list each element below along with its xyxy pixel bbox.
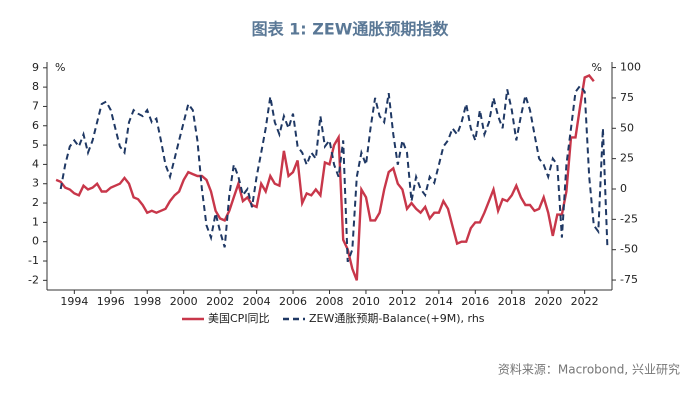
x-tick-label: 2016 <box>461 295 489 308</box>
y2-tick-label: -25 <box>620 212 638 225</box>
x-tick-label: 2018 <box>498 295 526 308</box>
y-unit: % <box>55 61 65 74</box>
y2-unit: % <box>592 61 602 74</box>
y2-tick-label: 100 <box>620 61 641 74</box>
chart-title: 图表 1: ZEW通胀预期指数 <box>252 20 450 39</box>
x-tick-label: 2022 <box>571 295 599 308</box>
x-tick-label: 2008 <box>316 295 344 308</box>
y-tick-label: -2 <box>28 273 39 286</box>
source: 资料来源：Macrobond, 兴业研究 <box>498 362 680 377</box>
y2-tick-label: -50 <box>620 243 638 256</box>
x-tick-label: 2000 <box>170 295 198 308</box>
y-tick-label: -1 <box>28 254 39 267</box>
y-tick-label: 5 <box>32 138 39 151</box>
x-tick-label: 2020 <box>534 295 562 308</box>
x-tick-label: 2010 <box>352 295 380 308</box>
x-tick-label: 1998 <box>133 295 161 308</box>
y-tick-label: 7 <box>32 99 39 112</box>
x-tick-label: 2002 <box>206 295 234 308</box>
y2-tick-label: 75 <box>620 91 634 104</box>
y2-tick-label: 25 <box>620 152 634 165</box>
x-tick-label: 2014 <box>425 295 453 308</box>
y-tick-label: 2 <box>32 196 39 209</box>
y-tick-label: 3 <box>32 177 39 190</box>
y2-tick-label: 0 <box>620 182 627 195</box>
x-tick-label: 2004 <box>243 295 271 308</box>
series-line <box>55 74 595 281</box>
series-line <box>59 84 609 263</box>
y-tick-label: 8 <box>32 80 39 93</box>
legend-label: ZEW通胀预期-Balance(+9M), rhs <box>309 312 485 325</box>
y-tick-label: 6 <box>32 119 39 132</box>
y-tick-label: 1 <box>32 215 39 228</box>
x-tick-label: 2006 <box>279 295 307 308</box>
legend-label: 美国CPI同比 <box>208 312 270 325</box>
y-tick-label: 9 <box>32 61 39 74</box>
x-tick-label: 1994 <box>60 295 88 308</box>
y-tick-label: 0 <box>32 235 39 248</box>
y2-tick-label: 50 <box>620 121 634 134</box>
x-tick-label: 1996 <box>97 295 125 308</box>
x-tick-label: 2012 <box>388 295 416 308</box>
y-tick-label: 4 <box>32 157 39 170</box>
y2-tick-label: -75 <box>620 273 638 286</box>
